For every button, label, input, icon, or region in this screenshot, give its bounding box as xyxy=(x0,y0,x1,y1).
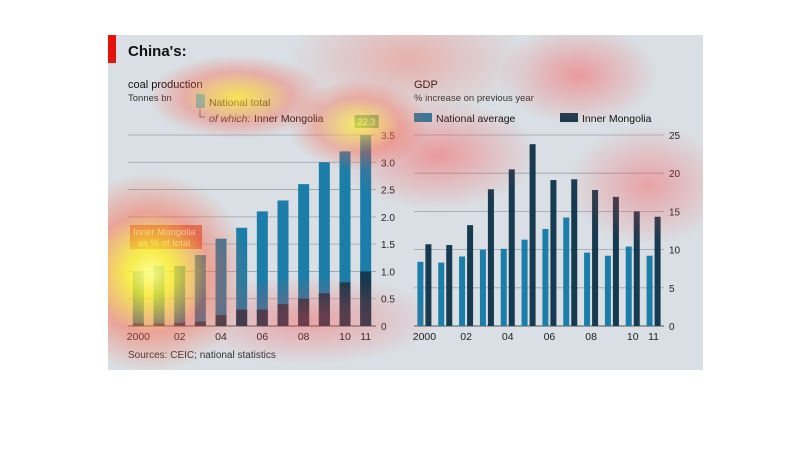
gdp-bar-national-average xyxy=(563,217,570,326)
chart-figure: China's: coal production Tonnes bn 0 0.5 1.0… xyxy=(108,35,703,370)
gdp-bar-national-average xyxy=(500,248,507,326)
gdp-xtick-label: 2000 xyxy=(413,331,437,343)
gdp-chart-unit: % increase on previous year xyxy=(414,93,534,104)
share-label-line1: Inner Mongolia xyxy=(133,227,197,238)
coal-ytick-label: 3.5 xyxy=(381,131,395,142)
coal-xtick-label: 04 xyxy=(215,331,227,343)
coal-chart-unit: Tonnes bn xyxy=(128,93,172,104)
gdp-bar-national-average xyxy=(479,249,486,326)
gdp-bar-national-average xyxy=(542,228,549,326)
gdp-legend-mongolia: Inner Mongolia xyxy=(582,113,652,125)
coal-bar-national-total xyxy=(174,265,186,326)
coal-ytick-label: 1.0 xyxy=(381,267,395,278)
coal-legend-total: National total xyxy=(209,97,270,109)
gdp-ytick-label: 20 xyxy=(669,169,681,180)
gdp-bar-national-average xyxy=(521,239,528,326)
coal-legend-inner-mongolia: Inner Mongolia xyxy=(254,113,324,125)
coal-bar-inner-mongolia xyxy=(339,282,351,326)
gdp-bar-national-average xyxy=(417,261,424,326)
gdp-bar-inner-mongolia xyxy=(633,211,640,326)
coal-bar-inner-mongolia xyxy=(194,321,206,326)
coal-bar-inner-mongolia xyxy=(256,309,268,326)
gdp-ytick-label: 5 xyxy=(669,284,675,295)
coal-bar-national-total xyxy=(132,271,144,326)
coal-bar-inner-mongolia xyxy=(318,293,330,326)
coal-ytick-label: 2.0 xyxy=(381,213,395,224)
coal-bar-inner-mongolia xyxy=(174,322,186,326)
coal-bar-national-total xyxy=(256,211,268,326)
gdp-ytick-label: 15 xyxy=(669,207,681,218)
coal-xtick-label: 11 xyxy=(360,331,371,343)
coal-xtick-label: 02 xyxy=(174,331,186,343)
charts-svg: coal production Tonnes bn 0 0.5 1.0 1.5 2.0 2.5… xyxy=(127,79,681,343)
gdp-ytick-label: 0 xyxy=(669,322,675,333)
coal-xtick-label: 06 xyxy=(256,331,268,343)
gdp-xtick-label: 08 xyxy=(585,331,597,343)
gdp-legend-national: National average xyxy=(436,113,516,125)
coal-ytick-label: 0 xyxy=(381,322,387,333)
coal-bar-inner-mongolia xyxy=(298,298,310,326)
gdp-bar-inner-mongolia xyxy=(487,189,494,326)
gdp-bar-inner-mongolia xyxy=(446,245,453,326)
coal-ytick-label: 2.5 xyxy=(381,186,395,197)
gdp-bar-national-average xyxy=(646,255,653,326)
gdp-xtick-label: 06 xyxy=(544,331,556,343)
coal-legend-swatch-total xyxy=(196,94,205,108)
coal-ytick-label: 1.5 xyxy=(381,240,395,251)
coal-bar-inner-mongolia xyxy=(277,304,289,326)
coal-bar-national-total xyxy=(215,238,227,326)
gdp-bar-inner-mongolia xyxy=(654,216,661,326)
gdp-legend-swatch-mongolia xyxy=(560,113,578,122)
coal-bar-inner-mongolia xyxy=(236,309,248,326)
gdp-bar-national-average xyxy=(625,246,632,326)
coal-bar-inner-mongolia xyxy=(153,323,165,326)
coal-xtick-label: 08 xyxy=(298,331,310,343)
gdp-chart: GDP % increase on previous year 0 5 10 15 20 25… xyxy=(413,79,681,343)
coal-legend-connector xyxy=(199,109,205,118)
coal-xtick-label: 10 xyxy=(339,331,351,343)
gdp-bar-inner-mongolia xyxy=(592,190,599,326)
gdp-ytick-label: 25 xyxy=(669,131,681,142)
gdp-bar-national-average xyxy=(459,256,466,326)
share-label-line2: as % of total xyxy=(138,238,190,249)
gdp-bar-inner-mongolia xyxy=(529,144,536,326)
gdp-bar-national-average xyxy=(438,262,445,326)
coal-bar-inner-mongolia xyxy=(132,323,144,326)
coal-legend-of-which: of which: xyxy=(209,113,251,125)
coal-bar-national-total xyxy=(153,265,165,326)
gdp-bar-inner-mongolia xyxy=(612,196,619,326)
gdp-chart-title: GDP xyxy=(414,79,438,91)
coal-bar-inner-mongolia xyxy=(215,315,227,326)
coal-bar-national-total xyxy=(194,255,206,326)
gdp-xtick-label: 02 xyxy=(460,331,472,343)
gdp-ytick-label: 10 xyxy=(669,246,681,257)
gdp-xtick-label: 10 xyxy=(627,331,639,343)
gdp-bar-inner-mongolia xyxy=(467,225,474,326)
gdp-legend-swatch-national xyxy=(414,113,432,122)
gdp-bar-inner-mongolia xyxy=(425,244,432,326)
gdp-xtick-label: 04 xyxy=(502,331,514,343)
gdp-bar-national-average xyxy=(584,252,591,326)
coal-ytick-label: 3.0 xyxy=(381,158,395,169)
gdp-bar-inner-mongolia xyxy=(508,169,515,326)
gdp-bar-national-average xyxy=(604,255,611,326)
coal-production-chart: coal production Tonnes bn 0 0.5 1.0 1.5 2.0 2.5… xyxy=(127,79,396,343)
coal-bar-inner-mongolia xyxy=(360,271,372,326)
gdp-bar-inner-mongolia xyxy=(550,180,557,326)
coal-xtick-label: 2000 xyxy=(127,331,151,343)
gdp-bar-inner-mongolia xyxy=(571,179,578,326)
source-note: Sources: CEIC; national statistics xyxy=(128,350,276,361)
coal-data-label: 22.3 xyxy=(358,117,376,127)
coal-ytick-label: 0.5 xyxy=(381,295,395,306)
coal-chart-title: coal production xyxy=(128,79,203,91)
gdp-xtick-label: 11 xyxy=(648,331,659,343)
